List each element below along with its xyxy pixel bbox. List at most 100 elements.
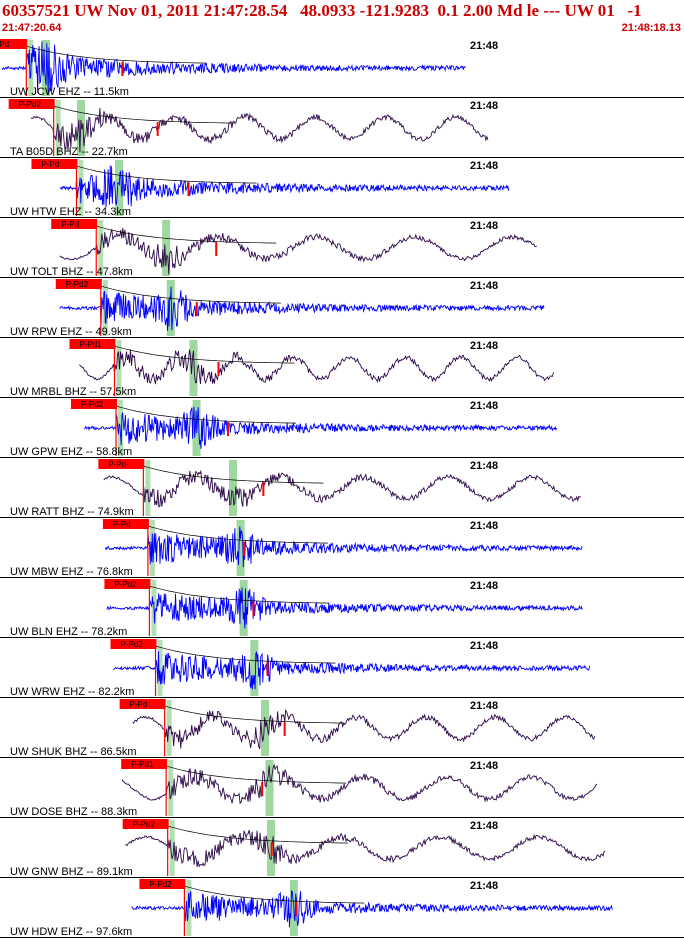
pick-label: P-Pd	[61, 220, 79, 229]
time-start-label: 21:47:20.64	[2, 22, 62, 34]
seismogram-plot: P-Pd 21:48 UW JCW EHZ -- 11.5km P-Pd2 21:48 T…	[0, 39, 684, 938]
coda-curve	[167, 825, 348, 844]
station-label: UW JCW EHZ -- 11.5km	[10, 86, 129, 98]
minute-label: 21:48	[470, 820, 498, 832]
minute-label: 21:48	[470, 760, 498, 772]
pick-marker	[102, 519, 149, 529]
pick-label: P-Pd2	[66, 280, 89, 289]
pick-marker	[8, 99, 55, 109]
s-phase-band	[236, 520, 245, 576]
amplitude-mark	[156, 122, 159, 136]
pick-marker	[0, 39, 28, 49]
minute-label: 21:48	[470, 160, 498, 172]
waveform-trace	[121, 763, 598, 805]
minute-label: 21:48	[470, 100, 498, 112]
pick-label: P-Pd	[108, 460, 126, 469]
amplitude-mark	[262, 482, 265, 496]
pick-marker	[71, 399, 117, 409]
station-label: TA B05D BHZ -- 22.7km	[10, 146, 128, 158]
coda-curve	[147, 525, 328, 544]
coda-curve	[155, 645, 336, 664]
coda-curve	[100, 285, 281, 304]
pick-label: P-Pd2	[19, 100, 42, 109]
pick-label: P-Pd1	[79, 340, 102, 349]
waveform-trace	[106, 587, 583, 629]
s-phase-band	[162, 220, 171, 276]
minute-label: 21:48	[470, 400, 498, 412]
s-phase-band	[189, 340, 198, 396]
minute-label: 21:48	[470, 700, 498, 712]
coda-curve	[164, 705, 345, 724]
amplitude-mark	[121, 62, 124, 76]
station-label: UW BLN EHZ -- 78.2km	[10, 626, 127, 638]
pick-label: P-Pd	[130, 700, 148, 709]
minute-label: 21:48	[470, 40, 498, 52]
p-phase-band	[118, 400, 123, 456]
pick-label: P-Pd	[0, 40, 9, 49]
coda-curve	[143, 465, 324, 484]
station-label: UW DOSE BHZ -- 88.3km	[10, 806, 137, 818]
pick-marker	[51, 219, 98, 229]
pick-label: P-Pd2	[133, 820, 156, 829]
minute-label: 21:48	[470, 220, 498, 232]
pick-label: P-Pd	[41, 160, 59, 169]
coda-curve	[115, 405, 297, 424]
s-phase-band	[239, 580, 248, 636]
waveform-trace	[103, 469, 582, 508]
pick-marker	[119, 699, 166, 709]
pick-marker	[139, 879, 186, 889]
event-title: 60357521 UW Nov 01, 2011 21:47:28.54 48.…	[2, 1, 642, 20]
coda-curve	[149, 585, 330, 604]
pick-label: P-Pd1	[131, 760, 154, 769]
s-phase-band	[250, 640, 259, 696]
minute-label: 21:48	[470, 460, 498, 472]
amplitude-mark	[195, 302, 198, 316]
waveform-trace	[59, 165, 510, 208]
amplitude-mark	[266, 662, 269, 676]
coda-curve	[114, 345, 295, 364]
pick-label: P-Pd2	[121, 640, 144, 649]
waveform-trace	[83, 406, 558, 449]
s-phase-band	[229, 460, 238, 516]
minute-label: 21:48	[470, 340, 498, 352]
coda-curve	[26, 45, 207, 64]
waveform-trace	[59, 228, 537, 275]
station-label: UW MRBL BHZ -- 57.5km	[10, 386, 136, 398]
p-phase-band	[145, 460, 151, 516]
minute-label: 21:48	[470, 640, 498, 652]
minute-label: 21:48	[470, 580, 498, 592]
waveform-trace	[112, 651, 591, 690]
s-phase-band	[166, 280, 175, 336]
pick-marker	[55, 279, 102, 289]
s-phase-band	[265, 760, 274, 816]
amplitude-mark	[252, 602, 255, 616]
station-label: UW RPW EHZ -- 49.9km	[10, 326, 132, 338]
coda-curve	[53, 105, 234, 124]
event-header: 60357521 UW Nov 01, 2011 21:47:28.54 48.…	[0, 0, 684, 38]
pick-marker	[69, 339, 116, 349]
amplitude-mark	[283, 722, 286, 736]
amplitude-mark	[227, 422, 229, 436]
amplitude-mark	[217, 362, 220, 376]
pick-marker	[98, 459, 145, 469]
s-phase-band	[260, 700, 269, 756]
pick-marker	[121, 759, 168, 769]
station-label: UW TOLT BHZ -- 47.8km	[10, 266, 133, 278]
station-label: UW SHUK BHZ -- 86.5km	[10, 746, 137, 758]
pick-marker	[31, 159, 78, 169]
coda-curve	[166, 765, 347, 784]
amplitude-mark	[261, 782, 264, 796]
waveform-trace	[79, 349, 554, 385]
waveform-trace	[131, 889, 614, 928]
p-phase-band	[169, 820, 175, 876]
time-end-label: 21:48:18.13	[621, 22, 681, 34]
minute-label: 21:48	[470, 520, 498, 532]
pick-marker	[110, 639, 157, 649]
p-phase-band	[157, 640, 163, 696]
coda-curve	[96, 225, 277, 244]
station-label: UW GNW BHZ -- 89.1km	[10, 866, 133, 878]
station-label: UW RATT BHZ -- 74.9km	[10, 506, 134, 518]
amplitude-mark	[242, 542, 245, 556]
minute-label: 21:48	[470, 880, 498, 892]
amplitude-mark	[270, 842, 273, 856]
